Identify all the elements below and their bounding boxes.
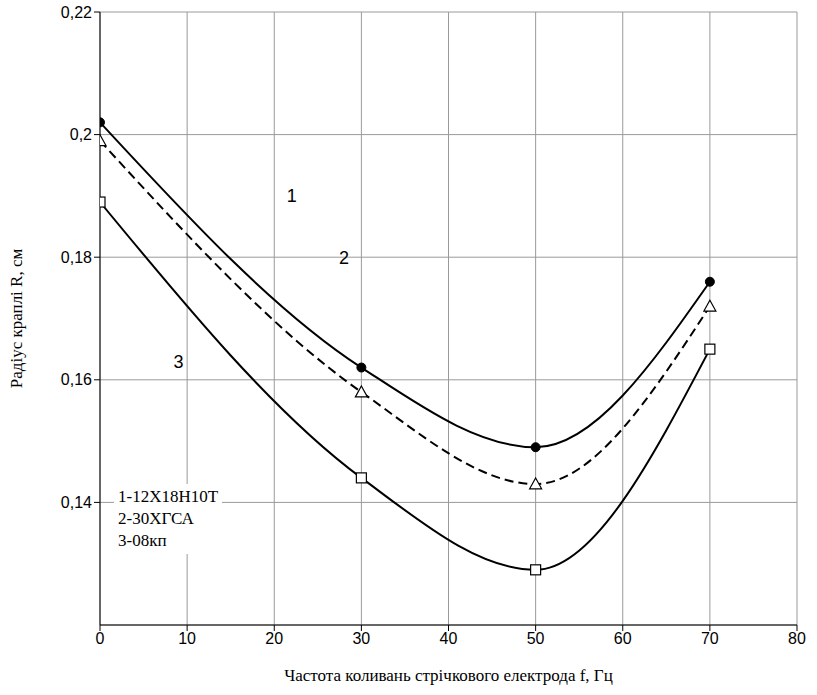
svg-text:80: 80 — [788, 630, 806, 647]
svg-text:Частота коливань стрічкового е: Частота коливань стрічкового електрода f… — [284, 666, 613, 685]
svg-text:0: 0 — [96, 630, 105, 647]
svg-text:40: 40 — [440, 630, 458, 647]
svg-text:3: 3 — [173, 352, 183, 372]
svg-text:Радіус краплі R, см: Радіус краплі R, см — [7, 249, 26, 389]
svg-text:0,14: 0,14 — [61, 494, 92, 511]
svg-text:2: 2 — [339, 248, 349, 268]
html-text:2-30ХГСА: 2-30ХГСА — [118, 508, 194, 528]
svg-text:0,2: 0,2 — [70, 126, 92, 143]
svg-text:0,22: 0,22 — [61, 4, 92, 21]
svg-text:70: 70 — [701, 630, 719, 647]
svg-text:0,18: 0,18 — [61, 249, 92, 266]
svg-text:30: 30 — [352, 630, 370, 647]
svg-text:50: 50 — [527, 630, 545, 647]
svg-text:0,16: 0,16 — [61, 371, 92, 388]
svg-text:10: 10 — [178, 630, 196, 647]
svg-text:20: 20 — [265, 630, 283, 647]
html-text:3-08кп: 3-08кп — [118, 530, 167, 550]
svg-text:60: 60 — [614, 630, 632, 647]
svg-text:1: 1 — [287, 186, 297, 206]
html-text:1-12Х18Н10Т: 1-12Х18Н10Т — [118, 486, 219, 506]
